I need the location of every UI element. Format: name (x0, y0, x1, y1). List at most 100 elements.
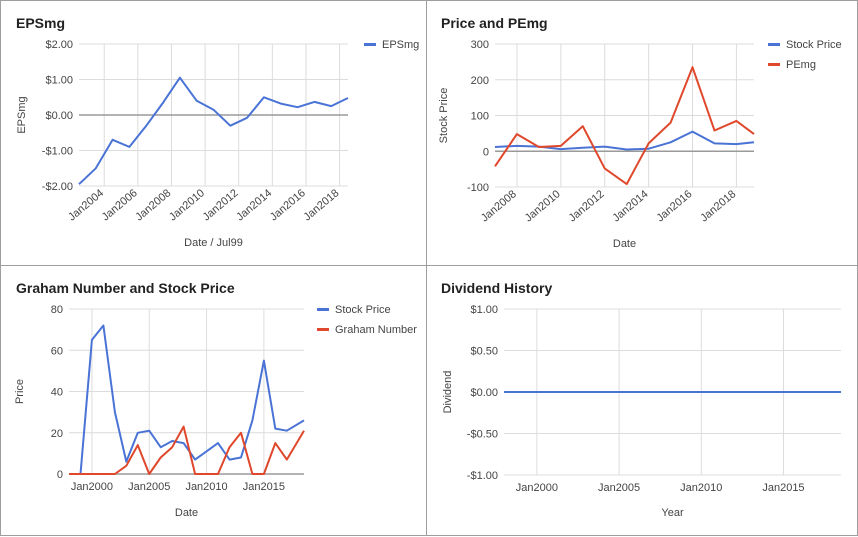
series-line (494, 66, 755, 186)
series-line (69, 324, 305, 475)
data-point (162, 102, 164, 104)
legend-label: PEmg (786, 59, 816, 71)
data-point (160, 446, 162, 448)
data-point (78, 183, 80, 185)
data-point (246, 117, 248, 119)
data-point (626, 148, 628, 150)
data-point (213, 109, 215, 111)
data-point (206, 473, 208, 475)
chart-svg: $1.00 $0.50 $0.00 -$0.50 -$1.00 Jan2000 Jan200… (442, 304, 841, 519)
data-point (713, 130, 715, 132)
data-point (228, 446, 230, 448)
data-point (516, 133, 518, 135)
data-point (692, 66, 694, 68)
x-tick-label: Jan2010 (167, 187, 207, 223)
legend-label: EPSmg (382, 39, 419, 51)
data-point (194, 473, 196, 475)
y-tick-label: 60 (51, 345, 63, 357)
data-point (102, 473, 104, 475)
data-point (125, 461, 127, 463)
data-point (91, 473, 93, 475)
data-point (735, 143, 737, 145)
series-line (494, 130, 755, 151)
series-line (69, 425, 305, 475)
data-point (648, 142, 650, 144)
y-axis-title: EPSmg (16, 96, 28, 133)
data-point (274, 428, 276, 430)
data-point (171, 440, 173, 442)
data-point (263, 360, 265, 362)
data-point (753, 141, 755, 143)
data-point (95, 167, 97, 169)
legend-label: Stock Price (335, 304, 391, 316)
legend-swatch (317, 308, 329, 311)
x-tick-label: Jan2016 (268, 187, 308, 223)
data-point (79, 473, 81, 475)
y-tick-label: -100 (467, 182, 489, 194)
data-point (538, 146, 540, 148)
y-tick-label: $1.00 (45, 75, 73, 87)
data-point (297, 106, 299, 108)
x-axis-title: Date (613, 238, 636, 250)
data-point (228, 459, 230, 461)
data-point (313, 101, 315, 103)
data-point (128, 146, 130, 148)
data-point (670, 122, 672, 124)
y-tick-label: 80 (51, 304, 63, 316)
y-tick-label: $0.00 (470, 387, 498, 399)
y-tick-label: 300 (471, 39, 489, 51)
y-tick-label: $0.50 (470, 346, 498, 358)
y-tick-label: -$1.00 (467, 470, 498, 482)
data-point (68, 473, 70, 475)
data-point (692, 131, 694, 133)
y-tick-label: -$1.00 (42, 146, 73, 158)
data-point (114, 411, 116, 413)
data-point (196, 100, 198, 102)
x-tick-label: Jan2000 (516, 482, 558, 494)
data-point (217, 473, 219, 475)
y-axis-title: Dividend (442, 371, 454, 414)
data-point (503, 391, 505, 393)
x-tick-label: Jan2010 (523, 188, 563, 224)
data-point (145, 125, 147, 127)
data-point (179, 77, 181, 79)
x-tick-label: Jan2006 (100, 187, 140, 223)
data-point (582, 125, 584, 127)
legend-label: Stock Price (786, 39, 842, 51)
y-tick-label: 20 (51, 428, 63, 440)
data-point (280, 103, 282, 105)
x-tick-label: Jan2015 (762, 482, 804, 494)
data-point (194, 459, 196, 461)
y-tick-label: 100 (471, 111, 489, 123)
chart-svg: 80 60 40 20 0 Jan2000 Jan2005 Jan2010 Jan2015 Sto… (14, 304, 417, 519)
chart-panel-epsmg: EPSmg $2.00 $1.00 $0.00 -$1.00 -$2.00 Jan2004… (0, 0, 427, 266)
data-point (183, 426, 185, 428)
data-point (753, 133, 755, 135)
data-point (114, 473, 116, 475)
chart-panel-price-pemg: Price and PEmg 300 200 100 0 -100 Jan2008 Jan2… (426, 0, 858, 266)
x-axis-title: Date (175, 507, 198, 519)
x-tick-label: Jan2012 (201, 187, 241, 223)
data-point (251, 473, 253, 475)
y-tick-label: 40 (51, 387, 63, 399)
data-point (102, 325, 104, 327)
data-point (206, 450, 208, 452)
data-point (494, 146, 496, 148)
data-point (303, 430, 305, 432)
x-tick-label: Jan2014 (611, 188, 651, 224)
data-point (303, 419, 305, 421)
x-tick-label: Jan2012 (567, 188, 607, 224)
x-tick-label: Jan2018 (698, 188, 738, 224)
data-point (112, 139, 114, 141)
data-point (735, 120, 737, 122)
series-line (78, 76, 349, 185)
x-tick-label: Jan2000 (71, 481, 113, 493)
x-tick-label: Jan2015 (243, 481, 285, 493)
chart-title: Graham Number and Stock Price (16, 280, 235, 296)
data-point (263, 473, 265, 475)
y-tick-label: $0.00 (45, 110, 73, 122)
data-point (217, 442, 219, 444)
y-tick-label: 0 (483, 146, 489, 158)
data-point (137, 444, 139, 446)
data-point (604, 146, 606, 148)
